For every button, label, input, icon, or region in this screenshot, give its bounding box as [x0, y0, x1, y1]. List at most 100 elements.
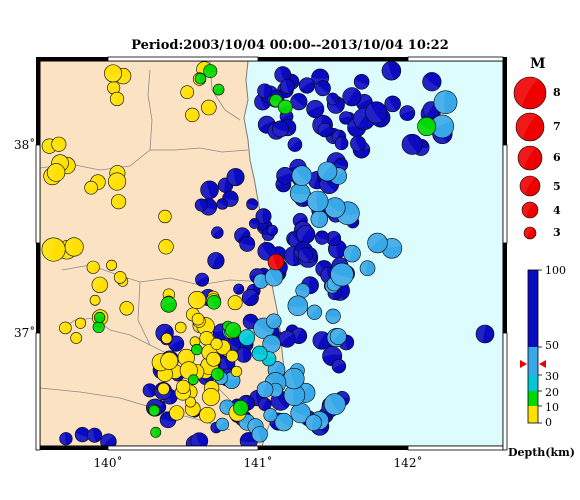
- focal-mechanism-84: [200, 180, 219, 200]
- magnitude-legend-ball-1: [515, 112, 545, 142]
- lon-label-141: 141˚: [243, 456, 273, 470]
- focal-mechanism-210: [323, 393, 346, 416]
- focal-mechanism-249: [169, 405, 185, 421]
- focal-mechanism-224: [238, 329, 256, 346]
- frame-tick: [407, 445, 504, 451]
- focal-mechanism-71: [217, 177, 234, 193]
- frame-tick: [36, 243, 40, 333]
- focal-mechanism-307: [232, 400, 249, 416]
- focal-mechanism-256: [202, 387, 220, 406]
- focal-mechanism-83: [267, 224, 278, 236]
- focal-mechanism-221: [433, 90, 458, 115]
- focal-mechanism-315: [160, 296, 177, 313]
- focal-mechanism-320: [203, 64, 218, 79]
- focal-mechanism-197: [283, 384, 306, 407]
- focal-mechanism-123: [278, 330, 296, 348]
- frame-tick: [407, 56, 504, 62]
- magnitude-label-7: 7: [553, 120, 561, 133]
- focal-mechanism-26: [298, 77, 316, 94]
- focal-mechanism-88: [195, 272, 210, 287]
- lon-label-140: 140˚: [93, 456, 123, 470]
- depth-tick-20: 20: [545, 386, 559, 399]
- focal-mechanism-95: [207, 252, 225, 270]
- frame-tick: [503, 57, 507, 145]
- focal-mechanism-287: [106, 259, 118, 271]
- focal-mechanism-200: [325, 308, 341, 324]
- focal-mechanism-37: [401, 133, 423, 155]
- lat-label-38: 38˚: [14, 138, 36, 152]
- focal-mechanism-177: [310, 210, 329, 228]
- frame-tick: [35, 332, 41, 451]
- focal-mechanism-212: [263, 408, 278, 423]
- focal-mechanism-264: [199, 406, 216, 424]
- focal-mechanism-198: [306, 304, 323, 320]
- focal-mechanism-305: [158, 239, 174, 255]
- focal-mechanism-113: [257, 242, 277, 261]
- focal-mechanism-94: [248, 218, 260, 229]
- focal-mechanism-317: [187, 374, 199, 386]
- focal-mechanism-313: [206, 295, 222, 310]
- focal-mechanism-217: [251, 426, 268, 443]
- focal-mechanism-187: [367, 232, 388, 254]
- focal-mechanism-180: [324, 197, 346, 219]
- focal-mechanism-275: [51, 136, 67, 152]
- focal-mechanism-323: [277, 99, 293, 115]
- focal-mechanism-292: [113, 271, 127, 284]
- focal-mechanism-236: [199, 331, 214, 346]
- focal-mechanism-288: [86, 260, 100, 274]
- focal-mechanism-175: [289, 182, 311, 204]
- focal-mechanism-302: [180, 85, 195, 100]
- focal-mechanism-22: [342, 87, 362, 107]
- focal-mechanism-278: [111, 194, 127, 210]
- magnitude-legend-ball-0: [513, 76, 547, 110]
- frame-tick: [503, 243, 507, 333]
- focal-mechanism-257: [160, 351, 179, 370]
- focal-mechanism-283: [64, 237, 84, 257]
- focal-mechanism-318: [191, 343, 203, 356]
- focal-mechanism-267: [191, 312, 205, 326]
- focal-mechanism-321: [212, 83, 225, 96]
- focal-mechanism-38: [399, 105, 416, 121]
- frame-tick: [35, 144, 41, 244]
- magnitude-label-8: 8: [553, 86, 561, 99]
- focal-mechanism-144: [168, 335, 185, 352]
- focal-mechanism-188: [330, 262, 354, 287]
- focal-mechanism-253: [174, 321, 187, 334]
- focal-mechanism-195: [287, 295, 309, 316]
- magnitude-label-3: 3: [553, 226, 561, 239]
- focal-mechanism-270: [176, 379, 191, 394]
- focal-mechanism-166: [190, 432, 209, 446]
- focal-mechanism-131: [297, 247, 313, 263]
- depth-bar-segment-3: [528, 391, 538, 406]
- focal-mechanism-290: [119, 301, 134, 316]
- focal-mechanism-57: [326, 230, 342, 247]
- frame-tick: [502, 144, 508, 244]
- focal-mechanism-13: [279, 78, 295, 94]
- magnitude-legend-ball-5: [523, 226, 537, 240]
- focal-mechanism-35: [384, 95, 401, 113]
- focal-mechanism-205: [305, 414, 322, 431]
- focal-mechanism-12: [274, 66, 292, 84]
- focal-mechanism-190: [290, 402, 311, 424]
- focal-mechanism-39: [381, 61, 402, 81]
- focal-mechanism-327: [100, 433, 117, 446]
- focal-mechanism-11: [272, 120, 289, 138]
- focal-mechanism-202: [283, 367, 305, 390]
- focal-mechanism-329: [59, 432, 73, 446]
- focal-mechanism-316: [211, 367, 225, 381]
- focal-mechanism-293: [70, 332, 83, 344]
- focal-mechanism-91: [216, 198, 228, 210]
- focal-mechanism-314: [150, 426, 162, 438]
- magnitude-label-5: 5: [553, 180, 561, 193]
- focal-mechanism-276: [46, 163, 66, 182]
- focal-mechanism-89: [246, 198, 259, 211]
- focal-mechanism-24: [306, 99, 325, 118]
- frame-tick: [502, 332, 508, 451]
- focal-mechanism-67: [276, 167, 294, 185]
- focal-mechanism-196: [253, 273, 269, 289]
- focal-mechanism-194: [295, 283, 311, 299]
- focal-mechanism-90: [239, 235, 256, 252]
- focal-mechanism-326: [94, 311, 106, 324]
- depth-bar-segment-0: [528, 270, 538, 347]
